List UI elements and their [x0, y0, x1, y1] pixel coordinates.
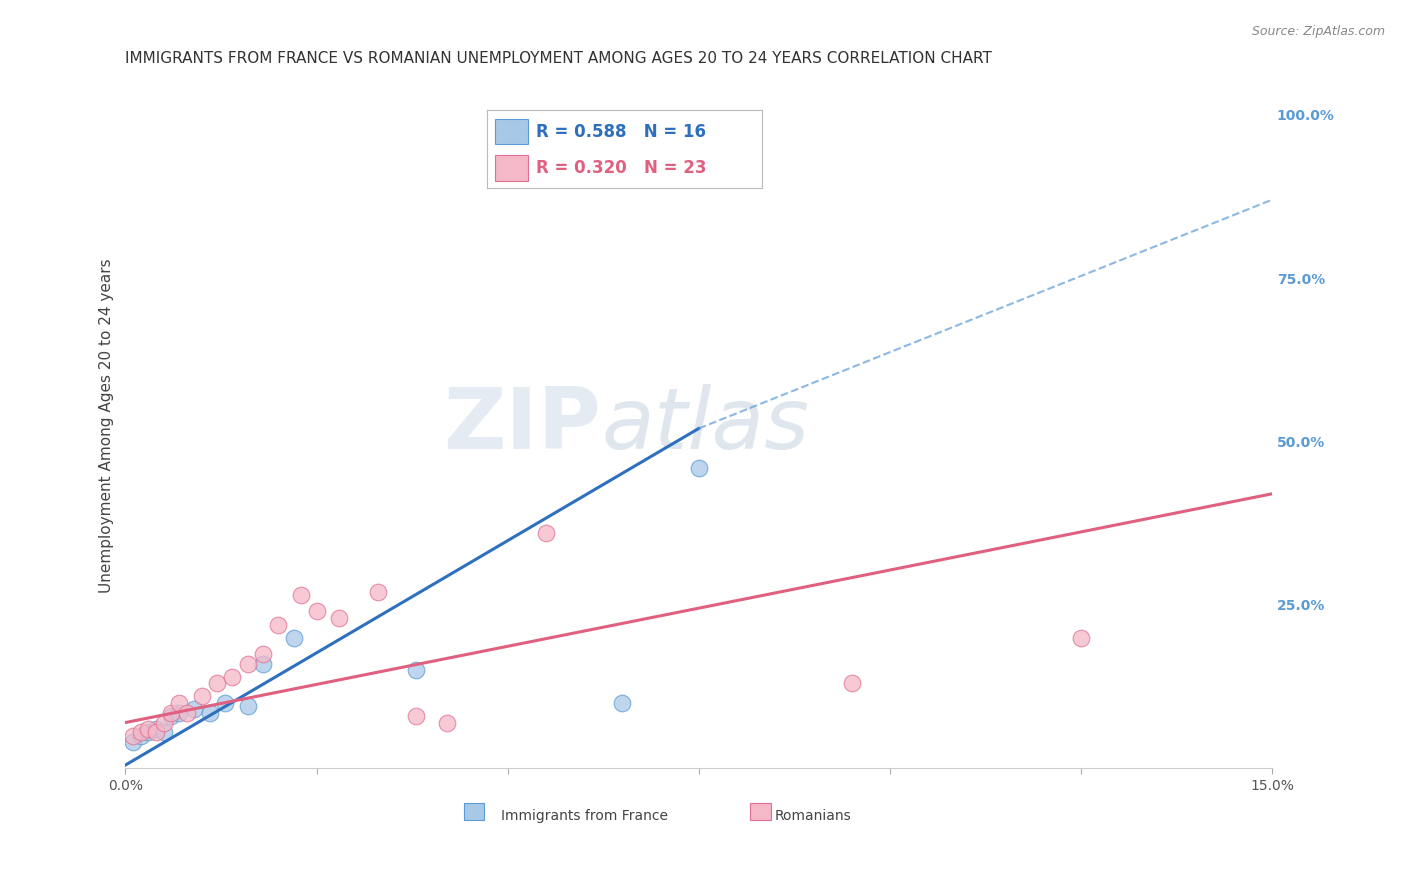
FancyBboxPatch shape [464, 803, 484, 820]
Text: atlas: atlas [602, 384, 810, 467]
Text: ZIP: ZIP [443, 384, 602, 467]
Y-axis label: Unemployment Among Ages 20 to 24 years: Unemployment Among Ages 20 to 24 years [100, 258, 114, 592]
Text: Immigrants from France: Immigrants from France [501, 809, 668, 823]
Text: Source: ZipAtlas.com: Source: ZipAtlas.com [1251, 25, 1385, 38]
FancyBboxPatch shape [751, 803, 770, 820]
Text: IMMIGRANTS FROM FRANCE VS ROMANIAN UNEMPLOYMENT AMONG AGES 20 TO 24 YEARS CORREL: IMMIGRANTS FROM FRANCE VS ROMANIAN UNEMP… [125, 51, 993, 66]
Text: Romanians: Romanians [775, 809, 852, 823]
